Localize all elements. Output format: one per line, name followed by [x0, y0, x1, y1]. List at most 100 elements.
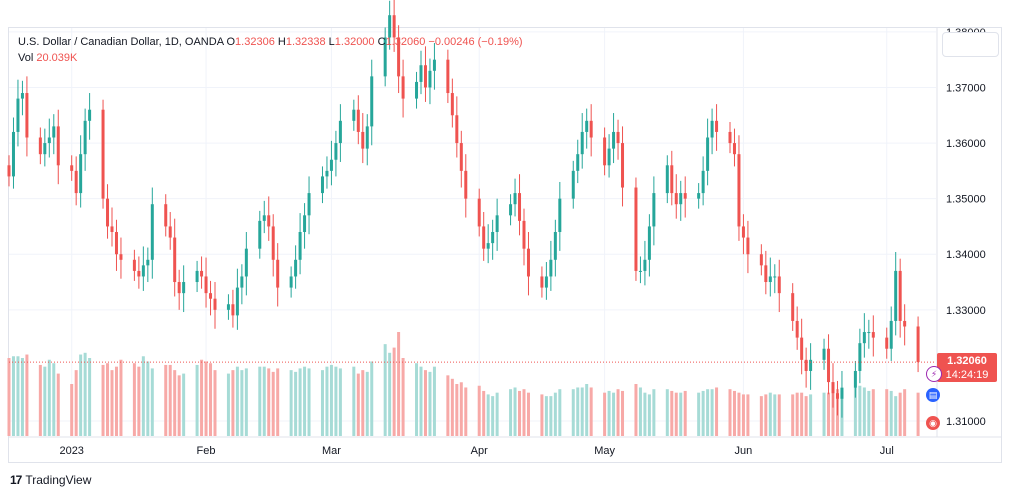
candle-body — [419, 65, 423, 82]
volume-bar — [298, 368, 302, 436]
candle-body — [334, 143, 338, 160]
candle-body — [898, 270, 902, 321]
volume-bar — [746, 394, 750, 436]
volume-bar — [522, 389, 526, 436]
tradingview-logo[interactable]: 17 TradingView — [10, 473, 91, 487]
volume-bar — [822, 392, 826, 436]
volume-bar — [526, 392, 530, 436]
candle-body — [43, 143, 47, 155]
candle-body — [822, 348, 826, 360]
volume-label[interactable]: Vol — [18, 52, 34, 64]
volume-bar — [455, 384, 459, 436]
volume-bar — [647, 394, 651, 436]
x-tick-label: Mar — [322, 445, 341, 457]
volume-bar — [235, 366, 239, 436]
volume-bar — [459, 382, 463, 436]
candle-body — [894, 270, 898, 321]
candle-body — [244, 248, 248, 277]
candle-body — [647, 226, 651, 260]
candle-body — [665, 165, 669, 194]
event-icon[interactable]: ◉ — [926, 416, 940, 430]
candle-body — [271, 226, 275, 260]
volume-bar — [795, 392, 799, 436]
volume-bar — [603, 392, 607, 436]
candle-body — [231, 304, 235, 316]
volume-bar — [683, 390, 687, 436]
candle-body — [352, 109, 356, 121]
volume-bar — [361, 370, 365, 436]
candle-body — [621, 143, 625, 188]
candle-body — [20, 93, 24, 99]
candle-body — [835, 393, 839, 399]
candle-body — [616, 131, 620, 144]
volume-bar — [307, 368, 311, 436]
y-tick-label: 1.33000 — [946, 305, 986, 317]
volume-bar — [576, 387, 580, 436]
volume-bar — [83, 352, 87, 436]
candle-body — [226, 304, 230, 310]
volume-bar — [43, 366, 47, 436]
candle-body — [141, 265, 145, 277]
volume-bar — [827, 392, 831, 436]
ohlc-close-value: 1.32060 — [385, 36, 426, 48]
volume-bar — [16, 356, 20, 436]
symbol-title[interactable]: U.S. Dollar / Canadian Dollar, 1D, OANDA — [18, 36, 224, 48]
volume-bar — [791, 394, 795, 436]
candle-body — [168, 226, 172, 238]
candle-body — [491, 232, 495, 244]
countdown-timer: 14:24:19 — [945, 369, 989, 381]
candle-body — [706, 137, 710, 171]
volume-bar — [580, 387, 584, 436]
candle-body — [827, 348, 831, 383]
volume-bar — [415, 363, 419, 436]
volume-bar — [209, 363, 213, 436]
candle-body — [495, 215, 499, 232]
volume-bar — [867, 390, 871, 436]
volume-bar — [11, 356, 15, 436]
candle-body — [464, 170, 468, 199]
volume-bar — [652, 389, 656, 436]
price-axis-settings-box[interactable] — [942, 32, 999, 57]
candle-body — [150, 204, 154, 260]
volume-bar — [428, 371, 432, 436]
x-tick-label: Feb — [197, 445, 216, 457]
volume-bar — [383, 344, 387, 436]
volume-bar — [853, 387, 857, 436]
candle-body — [320, 176, 324, 194]
flag-icon[interactable]: ▤ — [926, 388, 940, 402]
volume-bar — [146, 361, 150, 436]
candle-body — [356, 109, 360, 132]
candle-body — [16, 98, 20, 132]
candle-body — [240, 276, 244, 288]
candle-body — [213, 298, 217, 310]
volume-bar — [862, 387, 866, 436]
candle-body — [809, 359, 813, 371]
volume-bar — [486, 394, 490, 436]
candle-body — [889, 320, 893, 349]
volume-bar — [638, 387, 642, 436]
candle-body — [119, 254, 123, 260]
volume-bar — [858, 385, 862, 436]
candle-body — [114, 232, 118, 255]
volume-bar — [665, 389, 669, 436]
volume-bar — [432, 366, 436, 436]
lightning-alert-icon[interactable]: ⚡ — [926, 366, 942, 382]
candle-body — [522, 220, 526, 249]
candle-body — [710, 120, 714, 138]
candle-body — [195, 270, 199, 283]
candle-body — [513, 193, 517, 205]
volume-bar — [616, 389, 620, 436]
candle-body — [553, 232, 557, 260]
candle-body — [643, 259, 647, 271]
candle-body — [871, 332, 875, 338]
candle-body — [715, 120, 719, 132]
candle-body — [303, 215, 307, 232]
candle-body — [683, 193, 687, 199]
volume-bar — [889, 390, 893, 436]
candle-body — [486, 243, 490, 249]
volume-bar — [697, 392, 701, 436]
candle-body — [388, 15, 392, 38]
volume-bar — [809, 394, 813, 436]
volume-bar — [173, 370, 177, 436]
